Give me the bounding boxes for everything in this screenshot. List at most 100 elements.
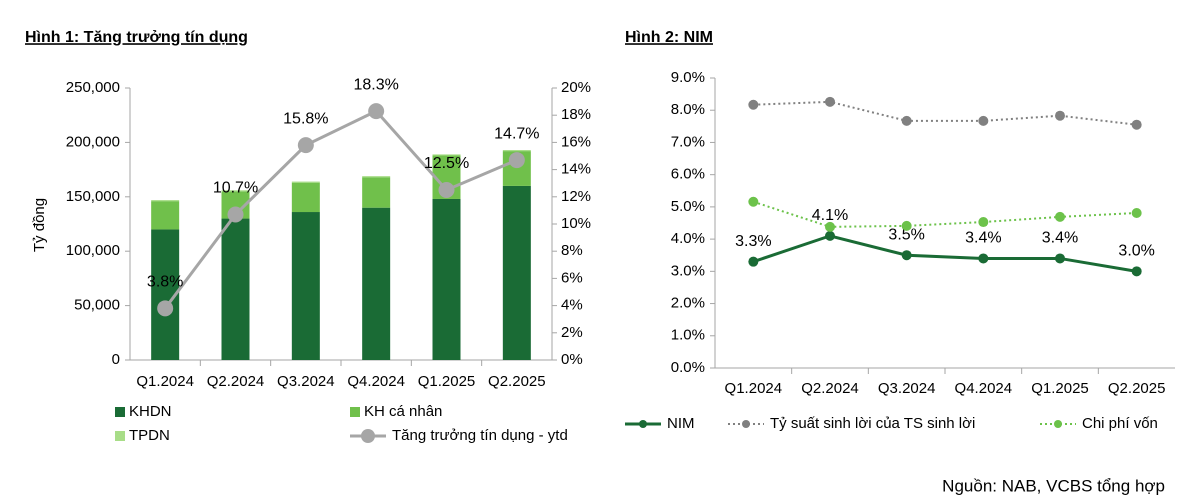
x-tick-label: Q1.2025 <box>418 373 476 390</box>
point <box>748 99 759 110</box>
data-label: 15.8% <box>283 110 328 127</box>
point <box>1055 110 1065 121</box>
chart-title: Hình 1: Tăng trưởng tín dụng <box>25 29 248 46</box>
bar <box>362 177 391 208</box>
point <box>978 253 989 264</box>
y-tick-label: 5.0% <box>671 198 705 215</box>
bar <box>291 182 320 213</box>
legend-label: Tăng trưởng tín dụng - ytd <box>392 427 568 444</box>
y2-tick-label: 0% <box>561 351 583 368</box>
y2-tick-label: 18% <box>561 106 591 123</box>
data-label: 3.3% <box>735 233 771 250</box>
bar <box>362 176 391 178</box>
data-label: 10.7% <box>213 180 258 197</box>
legend-label: KHDN <box>129 403 172 420</box>
y-tick-label: 2.0% <box>671 295 705 312</box>
bar <box>432 198 461 360</box>
point <box>297 137 314 154</box>
point <box>227 206 244 223</box>
point <box>748 256 759 267</box>
x-tick-label: Q2.2024 <box>207 373 265 390</box>
point <box>368 103 385 120</box>
bar <box>362 207 391 360</box>
legend-marker <box>361 429 375 443</box>
y2-tick-label: 14% <box>561 161 591 178</box>
point <box>901 115 912 126</box>
point <box>1131 119 1142 130</box>
legend-label: NIM <box>667 415 695 432</box>
legend-swatch <box>115 407 125 417</box>
y2-tick-label: 20% <box>561 79 591 96</box>
point <box>825 230 835 241</box>
data-label: 3.8% <box>147 274 183 291</box>
legend-marker <box>639 420 647 428</box>
data-label: 18.3% <box>353 76 398 93</box>
bar <box>502 185 531 360</box>
bar <box>151 201 180 230</box>
data-label: 3.0% <box>1118 243 1154 260</box>
y2-tick-label: 12% <box>561 188 591 205</box>
x-tick-label: Q4.2024 <box>347 373 405 390</box>
data-label: 4.1% <box>812 207 848 224</box>
line <box>163 109 518 310</box>
y-tick-label: 6.0% <box>671 166 705 183</box>
y-tick-label: 50,000 <box>74 297 120 314</box>
x-tick-label: Q1.2025 <box>1031 380 1089 397</box>
bar <box>291 181 320 183</box>
x-tick-label: Q2.2025 <box>488 373 546 390</box>
y2-tick-label: 8% <box>561 242 583 259</box>
data-label: 3.4% <box>965 230 1001 247</box>
point <box>1055 211 1065 222</box>
bar <box>432 154 461 156</box>
y-tick-label: 200,000 <box>66 133 120 150</box>
point <box>825 221 835 232</box>
legend-marker <box>742 420 750 428</box>
point <box>825 96 835 107</box>
x-tick-label: Q3.2024 <box>878 380 936 397</box>
legend-label: Tỷ suất sinh lời của TS sinh lời <box>770 415 975 432</box>
line <box>753 100 1137 126</box>
y-tick-label: 1.0% <box>671 327 705 344</box>
x-tick-label: Q2.2024 <box>801 380 859 397</box>
y-tick-label: 3.0% <box>671 262 705 279</box>
y2-tick-label: 6% <box>561 269 583 286</box>
point <box>1131 266 1142 277</box>
bar <box>221 190 250 192</box>
y2-tick-label: 16% <box>561 133 591 150</box>
legend-label: KH cá nhân <box>364 403 442 420</box>
data-label: 14.7% <box>494 125 539 142</box>
point <box>901 220 912 231</box>
legend-marker <box>1054 420 1062 428</box>
x-tick-label: Q2.2025 <box>1108 380 1166 397</box>
point <box>978 217 989 228</box>
bar <box>502 150 531 152</box>
x-tick-label: Q1.2024 <box>725 380 783 397</box>
y-tick-label: 250,000 <box>66 79 120 96</box>
y2-tick-label: 4% <box>561 297 583 314</box>
data-label: 3.5% <box>888 226 924 243</box>
bar <box>221 218 250 360</box>
point <box>748 196 759 207</box>
point <box>1055 253 1065 264</box>
y2-tick-label: 10% <box>561 215 591 232</box>
line <box>752 234 1137 273</box>
y-tick-label: 0.0% <box>671 359 705 376</box>
x-tick-label: Q3.2024 <box>277 373 335 390</box>
point <box>978 115 989 126</box>
line <box>753 200 1137 228</box>
point <box>1131 208 1142 219</box>
point <box>157 300 174 317</box>
y-tick-label: 4.0% <box>671 230 705 247</box>
y-tick-label: 7.0% <box>671 133 705 150</box>
chart-title: Hình 2: NIM <box>625 29 713 46</box>
legend-swatch <box>115 431 125 441</box>
y-tick-label: 9.0% <box>671 69 705 86</box>
y-tick-label: 150,000 <box>66 188 120 205</box>
point <box>438 182 455 198</box>
data-label: 12.5% <box>424 155 469 172</box>
y-axis-label: Tỷ đồng <box>31 198 48 252</box>
x-tick-label: Q1.2024 <box>136 373 194 390</box>
y-tick-label: 8.0% <box>671 101 705 118</box>
